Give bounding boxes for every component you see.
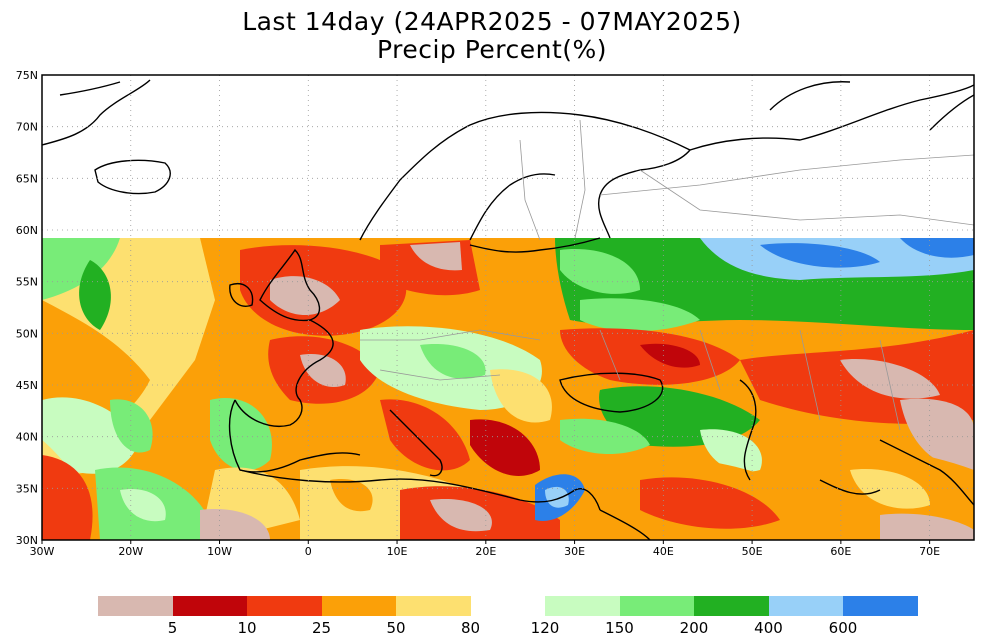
dry-color-swatch	[98, 596, 173, 616]
lon-tick-label: 10E	[387, 545, 408, 558]
lat-tick-label: 35N	[16, 482, 38, 495]
lat-tick-label: 65N	[16, 172, 38, 185]
dry-legend-label: 10	[237, 619, 257, 637]
wet-color-swatch	[619, 596, 694, 616]
lon-tick-label: 30E	[564, 545, 585, 558]
lon-tick-label: 70E	[919, 545, 940, 558]
map-frame	[41, 74, 975, 541]
wet-legend-label: 600	[828, 619, 858, 637]
precip-map: 75N 70N 65N 60N 55N 50N 45N 40N 35N 30N 30W 20W 10W…	[16, 69, 975, 558]
wet-legend-label: 200	[679, 619, 709, 637]
lat-tick-label: 75N	[16, 69, 38, 82]
coastlines	[42, 79, 974, 540]
lat-tick-label: 30N	[16, 534, 38, 547]
wet-legend-label: 120	[530, 619, 560, 637]
lat-tick-label: 40N	[16, 431, 38, 444]
wet-legend-label: 150	[605, 619, 634, 637]
graticule	[42, 75, 974, 540]
country-borders	[360, 119, 974, 431]
dry-legend-label: 80	[460, 619, 481, 637]
dry-color-swatch	[247, 596, 322, 616]
dry-color-swatch	[396, 596, 471, 616]
dry-legend-label: 50	[386, 619, 406, 637]
lat-tick-label: 55N	[16, 276, 38, 289]
dry-legend-label: 25	[311, 619, 332, 637]
latitude-labels: 75N 70N 65N 60N 55N 50N 45N 40N 35N 30N	[16, 69, 38, 547]
chart-subtitle: Precip Percent(%)	[376, 35, 608, 64]
lat-tick-label: 60N	[16, 224, 38, 237]
wet-color-swatch	[768, 596, 843, 616]
lon-tick-label: 60E	[830, 545, 851, 558]
wet-color-swatch	[545, 596, 620, 616]
lon-tick-label: 20E	[475, 545, 496, 558]
lat-tick-label: 50N	[16, 327, 38, 340]
wet-color-swatch	[843, 596, 918, 616]
chart-title: Last 14day (24APR2025 - 07MAY2025)	[242, 7, 742, 36]
lat-tick-label: 45N	[16, 379, 38, 392]
wet-legend-label: 400	[754, 619, 783, 637]
dry-legend-label: 5	[167, 619, 178, 637]
lon-tick-label: 30W	[30, 545, 55, 558]
dry-color-swatch	[172, 596, 247, 616]
precip-percent-field	[42, 238, 974, 540]
wet-color-swatch	[694, 596, 769, 616]
lon-tick-label: 10W	[207, 545, 232, 558]
lon-tick-label: 50E	[742, 545, 763, 558]
longitude-labels: 30W 20W 10W 0 10E 20E 30E 40E 50E 60E 70E	[30, 540, 940, 558]
lon-tick-label: 0	[305, 545, 312, 558]
lon-tick-label: 40E	[653, 545, 674, 558]
lat-tick-label: 70N	[16, 121, 38, 134]
dry-color-swatch	[321, 596, 396, 616]
lon-tick-label: 20W	[118, 545, 143, 558]
